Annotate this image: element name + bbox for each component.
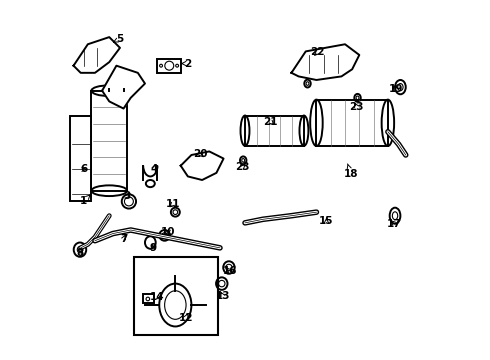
Text: 2: 2 <box>181 59 192 68</box>
Text: 5: 5 <box>113 34 123 44</box>
FancyBboxPatch shape <box>134 257 218 336</box>
Text: 23: 23 <box>349 102 364 112</box>
Text: 9: 9 <box>149 243 156 253</box>
Text: 3: 3 <box>123 191 131 201</box>
Text: 22: 22 <box>310 48 325 58</box>
Text: 15: 15 <box>319 216 334 226</box>
FancyBboxPatch shape <box>317 100 388 146</box>
FancyBboxPatch shape <box>70 116 92 202</box>
Text: 20: 20 <box>193 149 208 159</box>
Text: 1: 1 <box>80 195 90 206</box>
Text: 19: 19 <box>389 84 403 94</box>
Text: 10: 10 <box>161 227 175 237</box>
Text: 21: 21 <box>264 117 278 127</box>
Text: 8: 8 <box>76 248 84 258</box>
Text: 11: 11 <box>166 199 180 209</box>
Text: 18: 18 <box>344 164 358 179</box>
Polygon shape <box>181 152 223 180</box>
Text: 16: 16 <box>223 266 237 276</box>
Polygon shape <box>74 37 120 73</box>
Text: 6: 6 <box>80 164 87 174</box>
Text: 17: 17 <box>387 219 401 229</box>
Text: 12: 12 <box>179 312 194 323</box>
FancyBboxPatch shape <box>143 294 154 303</box>
FancyBboxPatch shape <box>92 91 127 191</box>
Text: 4: 4 <box>150 163 158 174</box>
Text: 7: 7 <box>120 234 127 244</box>
Text: 23: 23 <box>235 162 249 172</box>
Text: 14: 14 <box>150 292 165 302</box>
Polygon shape <box>292 44 359 80</box>
FancyBboxPatch shape <box>245 116 304 146</box>
Text: 13: 13 <box>216 291 230 301</box>
Polygon shape <box>102 66 145 109</box>
FancyBboxPatch shape <box>157 59 181 73</box>
